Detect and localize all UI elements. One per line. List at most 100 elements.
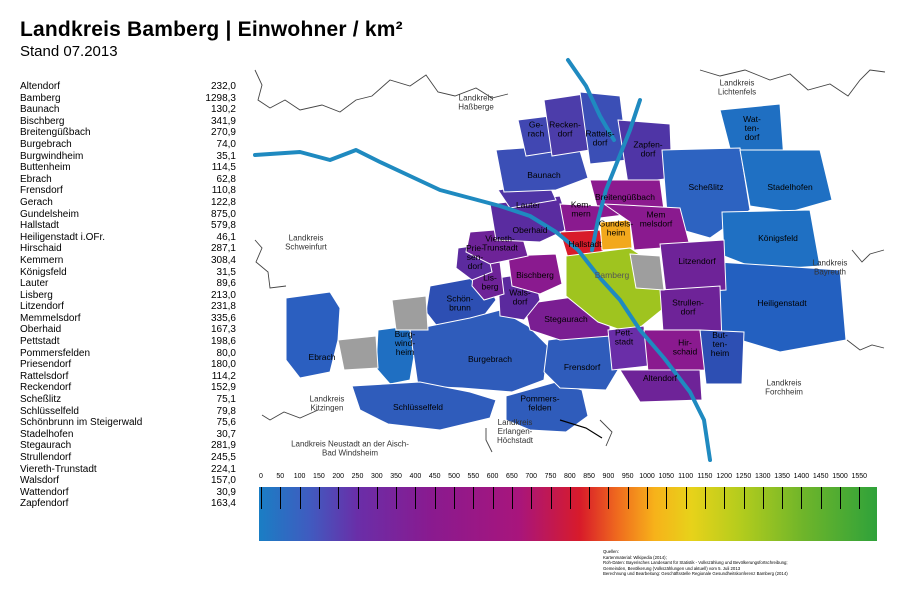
density-row: Rattelsdorf 114,2 xyxy=(20,371,236,383)
label-buttenheim: But-ten-heim xyxy=(711,330,729,358)
area-schluesselfeld xyxy=(351,381,497,431)
label-landkreis-bayreuth: Landkreis Bayreuth xyxy=(813,259,848,277)
density-value: 157,0 xyxy=(210,475,236,487)
density-value: 287,1 xyxy=(210,243,236,255)
label-schoenbrunn: Schön-brunn xyxy=(447,294,474,313)
density-value: 31,5 xyxy=(216,266,236,278)
river-upper xyxy=(566,58,616,142)
scale-tick xyxy=(704,487,706,509)
scale-tick-label: 1400 xyxy=(793,473,810,480)
density-row: Königsfeld 31,5 xyxy=(20,267,236,279)
scale-tick xyxy=(454,487,455,509)
scale-tick xyxy=(627,487,629,509)
municipality-name: Strullendorf xyxy=(20,452,72,463)
scale-tick xyxy=(859,487,861,509)
area-litzendorf xyxy=(659,239,727,295)
density-row: Lisberg 213,0 xyxy=(20,290,236,302)
scale-tick-label: 700 xyxy=(525,473,538,480)
scale-tick-label: 1450 xyxy=(812,473,829,480)
density-row: Zapfendorf 163,4 xyxy=(20,498,236,510)
label-oberhaid: Oberhaid xyxy=(513,225,548,235)
area-bischberg xyxy=(507,253,563,295)
density-row: Viereth-Trunstadt 224,1 xyxy=(20,464,236,476)
density-value: 75,1 xyxy=(216,394,236,406)
municipality-name: Altendorf xyxy=(20,81,61,92)
color-scale-legend: 0 50 100 150 200 250 300 350 400 450 500 550 600 650 7… xyxy=(259,473,877,541)
scale-tick-label: 550 xyxy=(467,473,480,480)
color-scale-bar xyxy=(259,487,877,541)
density-row: Bischberg 341,9 xyxy=(20,116,236,128)
municipality-name: Bischberg xyxy=(20,115,65,127)
density-row: Gerach 122,8 xyxy=(20,197,236,209)
neighbor-district-labels: Landkreis Haßberge Landkreis Lichtenfels L… xyxy=(285,79,847,458)
municipality-name: Ebrach xyxy=(20,173,52,185)
sources-note: Quellen: Kartenmaterial: Wikipedia (2014)… xyxy=(603,549,853,577)
scale-tick-label: 400 xyxy=(409,473,422,480)
label-heiligenstadt: Heiligenstadt xyxy=(757,298,807,308)
area-burgebrach xyxy=(409,309,549,393)
density-value: 110,8 xyxy=(211,185,236,197)
scale-tick-label: 850 xyxy=(583,473,595,480)
label-schluesselfeld: Schlüsselfeld xyxy=(393,402,443,412)
municipality-name: Bamberg xyxy=(20,92,61,104)
area-buttenheim xyxy=(699,329,745,385)
density-value: 341,9 xyxy=(210,115,236,127)
scale-tick xyxy=(801,487,803,509)
density-row: Walsdorf 157,0 xyxy=(20,475,236,487)
municipality-name: Memmelsdorf xyxy=(20,312,81,324)
area-unincorporated-west xyxy=(337,335,379,371)
density-value: 80,0 xyxy=(216,347,236,359)
scale-tick xyxy=(762,487,764,509)
pommersfelden-pointer xyxy=(559,419,603,439)
density-value: 30,9 xyxy=(216,486,236,498)
density-value: 180,0 xyxy=(210,359,236,371)
scale-tick-label: 650 xyxy=(506,473,518,480)
scale-tick-label: 1050 xyxy=(658,473,675,480)
municipality-name: Wattendorf xyxy=(20,486,69,498)
municipality-name: Viereth-Trunstadt xyxy=(20,463,97,475)
scale-tick-label: 200 xyxy=(332,473,345,480)
density-row: Stadelhofen 30,7 xyxy=(20,429,236,441)
scale-tick-label: 100 xyxy=(293,473,306,480)
municipality-name: Gundelsheim xyxy=(20,208,79,220)
municipality-name: Schlüsselfeld xyxy=(20,405,79,417)
density-row: Burgwindheim 35,1 xyxy=(20,151,236,163)
density-value: 152,9 xyxy=(210,382,236,394)
municipality-name: Schönbrunn im Steigerwald xyxy=(20,417,143,429)
municipality-name: Scheßlitz xyxy=(20,394,62,406)
label-rattelsdorf: Rattels-dorf xyxy=(585,129,614,148)
scale-tick-label: 250 xyxy=(351,473,364,480)
municipality-areas xyxy=(285,91,847,433)
density-list: Altendorf 232,0 Bamberg 1298,3 Baunach 130,2 B… xyxy=(20,81,236,510)
municipality-name: Oberhaid xyxy=(20,324,62,336)
density-row: Hirschaid 287,1 xyxy=(20,243,236,255)
scale-tick xyxy=(396,487,398,509)
label-zapfendorf: Zapfen-dorf xyxy=(633,140,662,159)
scale-tick xyxy=(338,487,340,509)
municipality-name: Heiligenstadt i.OFr. xyxy=(20,231,106,243)
density-value: 245,5 xyxy=(210,452,236,463)
label-ebrach: Ebrach xyxy=(309,352,336,362)
density-value: 1298,3 xyxy=(205,92,236,104)
density-row: Pommersfelden 80,0 xyxy=(20,348,236,360)
density-value: 122,8 xyxy=(210,196,236,208)
scale-tick xyxy=(299,487,301,509)
label-reckendorf: Recken-dorf xyxy=(549,120,581,139)
density-value: 167,3 xyxy=(210,324,236,336)
density-value: 579,8 xyxy=(210,220,236,232)
density-row: Frensdorf 110,8 xyxy=(20,185,236,197)
municipality-name: Königsfeld xyxy=(20,266,67,278)
label-landkreis-kitzingen: Landkreis Kitzingen xyxy=(310,395,345,413)
label-priesendorf: Prie-sen-dorf xyxy=(466,243,484,271)
label-gundelsheim: Gundels-heim xyxy=(599,219,634,238)
scale-tick xyxy=(376,487,378,509)
area-gundelsheim xyxy=(599,219,633,251)
source-line: Gemeinden, Bevölkerung (Volkszählungen u… xyxy=(603,565,741,571)
density-row: Strullendorf 245,5 xyxy=(20,452,236,464)
scale-tick xyxy=(782,487,784,509)
density-value: 232,0 xyxy=(210,81,236,92)
density-row: Ebrach 62,8 xyxy=(20,174,236,186)
label-landkreis-neustadt: Landkreis Neustadt an der Aisch-Bad Wind… xyxy=(291,440,409,458)
municipality-name: Hallstadt xyxy=(20,220,59,232)
